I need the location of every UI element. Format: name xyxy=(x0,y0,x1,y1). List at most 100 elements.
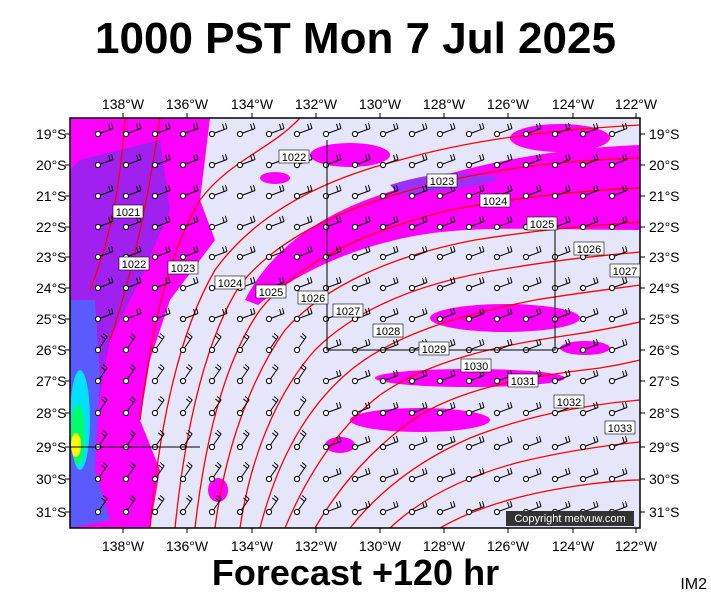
wind-barb xyxy=(493,401,513,417)
svg-text:1022: 1022 xyxy=(122,259,146,271)
lon-tick-top-8: 122°W xyxy=(615,96,658,112)
svg-text:1029: 1029 xyxy=(422,344,446,356)
wind-barb xyxy=(522,245,542,261)
wind-barb xyxy=(151,215,171,231)
wind-barb xyxy=(265,396,279,417)
wind-barb xyxy=(265,184,285,200)
wind-barb xyxy=(151,462,165,483)
wind-barb xyxy=(351,401,371,417)
isobar-3 xyxy=(149,124,640,528)
wind-barb xyxy=(322,435,342,451)
lon-tick-bottom-8: 122°W xyxy=(615,538,658,554)
lon-tick-top-3: 132°W xyxy=(295,96,338,112)
wind-barb xyxy=(379,184,399,200)
lat-tick-left-1: 20°S xyxy=(36,157,67,173)
isobar-label: 1023 xyxy=(167,260,199,275)
wind-barb xyxy=(493,245,513,261)
wind-barb xyxy=(379,215,399,231)
wind-barb xyxy=(465,215,485,231)
wind-barb xyxy=(151,153,171,169)
wind-barb xyxy=(208,184,228,200)
wind-barb xyxy=(179,333,193,354)
wind-barb xyxy=(122,333,136,354)
wind-barb xyxy=(579,401,599,417)
wind-barb xyxy=(236,307,256,323)
wind-barb xyxy=(436,369,456,385)
wind-barb xyxy=(379,369,399,385)
wind-barb xyxy=(179,364,193,385)
wind-barb xyxy=(94,333,108,354)
wind-barb xyxy=(94,184,114,200)
wind-barb xyxy=(408,435,428,451)
wind-barb xyxy=(293,333,307,354)
isobar-6 xyxy=(214,221,640,528)
copyright-text: Copyright metvuw.com xyxy=(514,513,625,525)
isobar-12 xyxy=(389,441,640,528)
wind-barb xyxy=(579,215,599,231)
wind-barb xyxy=(579,369,599,385)
wind-barb xyxy=(522,467,542,483)
wind-barb xyxy=(436,467,456,483)
wind-barb xyxy=(208,307,228,323)
wind-barb xyxy=(208,215,228,231)
wind-barb xyxy=(179,462,193,483)
isobar-label: 1022 xyxy=(278,149,310,164)
wind-barb xyxy=(265,364,279,385)
wind-barb xyxy=(465,435,485,451)
wind-barb xyxy=(351,245,371,261)
wind-barb xyxy=(408,401,428,417)
wind-barb xyxy=(379,307,399,323)
wind-barb xyxy=(493,500,513,516)
isobar-label: 1027 xyxy=(609,263,641,278)
isobar-label: 1031 xyxy=(507,373,539,388)
lon-ticks-bottom: 138°W 136°W 134°W 132°W 130°W 128°W 126°W 124°W… xyxy=(102,528,658,554)
lat-tick-right-10: 29°S xyxy=(649,439,680,455)
copyright-box xyxy=(506,511,634,526)
lon-ticks-top: 138°W 136°W 134°W 132°W 130°W 128°W 126°W 124°W… xyxy=(102,96,658,118)
wind-barb xyxy=(579,153,599,169)
wind-barb xyxy=(493,215,513,231)
wind-barb xyxy=(351,153,371,169)
lon-tick-bottom-7: 124°W xyxy=(552,538,595,554)
wind-barb xyxy=(579,307,599,323)
wind-barb xyxy=(236,122,256,138)
wind-barb xyxy=(493,467,513,483)
wind-barb xyxy=(322,122,342,138)
wind-barb xyxy=(236,462,250,483)
lat-tick-right-9: 28°S xyxy=(649,405,680,421)
rain-band-upper xyxy=(245,145,640,305)
wind-barb xyxy=(608,369,628,385)
isobar-label: 1024 xyxy=(214,275,246,290)
wind-barb xyxy=(522,153,542,169)
wind-barb xyxy=(265,495,279,516)
wind-barb xyxy=(408,369,428,385)
wind-barb xyxy=(379,401,399,417)
wind-barb xyxy=(436,276,456,292)
wind-barb xyxy=(436,401,456,417)
lon-tick-bottom-3: 132°W xyxy=(295,538,338,554)
wind-barb xyxy=(293,396,307,417)
lat-tick-right-8: 27°S xyxy=(649,373,680,389)
svg-text:1028: 1028 xyxy=(376,326,400,338)
svg-text:1024: 1024 xyxy=(483,196,507,208)
wind-barb xyxy=(208,122,228,138)
wind-barb xyxy=(265,245,285,261)
isobar-label: 1030 xyxy=(460,358,492,373)
wind-barb xyxy=(265,430,279,451)
isobar-7 xyxy=(239,251,640,528)
wind-barb xyxy=(179,184,199,200)
isobar-label: 1029 xyxy=(418,341,450,356)
wind-barb xyxy=(608,245,628,261)
lat-ticks-left: 19°S 20°S 21°S 22°S 23°S 24°S 25°S 26°S 27°S 28°S… xyxy=(36,126,70,520)
wind-barb xyxy=(293,184,313,200)
wind-barb xyxy=(551,435,571,451)
wind-barb xyxy=(551,153,571,169)
svg-text:1024: 1024 xyxy=(218,278,242,290)
wind-barb xyxy=(208,462,222,483)
wind-barb xyxy=(608,276,628,292)
svg-text:1033: 1033 xyxy=(608,423,632,435)
wind-barb xyxy=(465,467,485,483)
wind-barb xyxy=(293,122,313,138)
wind-barb xyxy=(122,153,142,169)
wind-barb xyxy=(293,307,313,323)
